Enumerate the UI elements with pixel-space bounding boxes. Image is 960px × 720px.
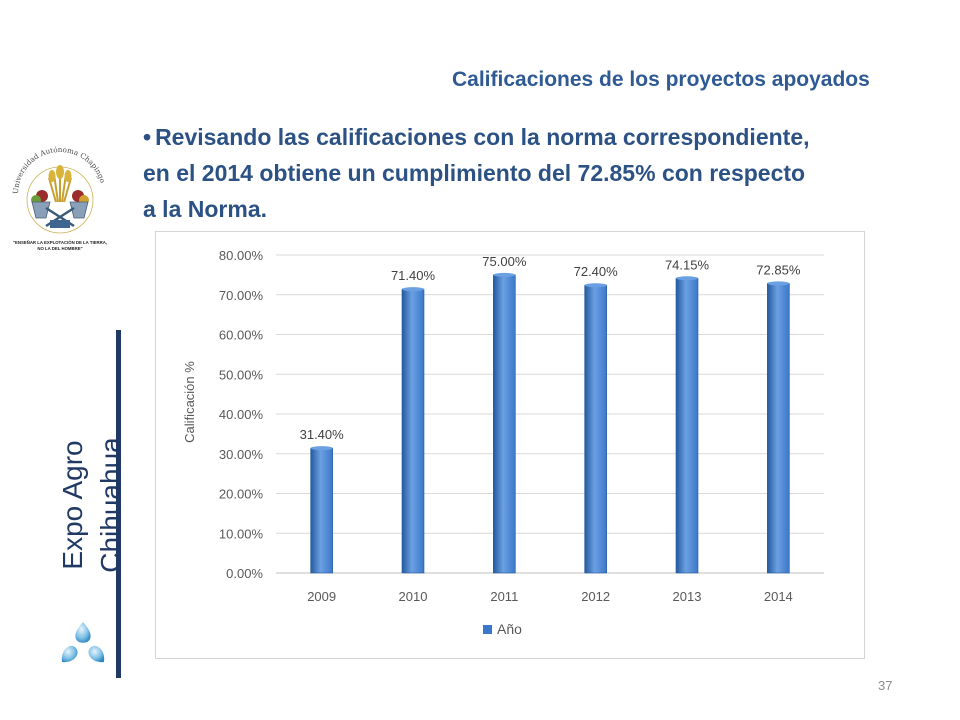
sidebar-title-line-1: Expo Agro xyxy=(57,440,88,570)
bar-2010 xyxy=(401,288,425,574)
bar-2009 xyxy=(310,447,333,574)
bar-cap xyxy=(402,287,424,292)
chart-frame: 0.00% 10.00% 20.00% 30.00% 40.00% 50.00% 60.00… xyxy=(155,231,865,659)
data-label: 72.40% xyxy=(574,264,619,279)
x-axis-ticks: 2009 2010 2011 2012 2013 2014 xyxy=(307,589,793,604)
data-label: 74.15% xyxy=(665,257,710,272)
bar-chart: 0.00% 10.00% 20.00% 30.00% 40.00% 50.00% 60.00… xyxy=(182,248,824,637)
bullet-line-3: a la Norma. xyxy=(143,196,267,222)
bar-cap xyxy=(310,446,333,451)
data-label: 31.40% xyxy=(300,427,345,442)
bar-cap xyxy=(584,283,607,288)
y-tick-label: 30.00% xyxy=(219,447,264,462)
y-axis-label: Calificación % xyxy=(182,361,197,443)
legend-label: Año xyxy=(497,621,522,637)
y-axis-ticks: 0.00% 10.00% 20.00% 30.00% 40.00% 50.00% 60.00… xyxy=(219,248,264,581)
y-tick-label: 40.00% xyxy=(219,407,264,422)
data-labels: 31.40% 71.40% 75.00% 72.40% 74.15% 72.85% xyxy=(300,254,801,442)
sidebar-title-line-2: Chihuahua xyxy=(95,437,126,573)
y-tick-label: 80.00% xyxy=(219,248,264,263)
x-tick-label: 2011 xyxy=(490,589,518,604)
gridlines xyxy=(276,254,824,574)
bullet-text: • Revisando las calificaciones con la nor… xyxy=(143,119,955,227)
data-label: 71.40% xyxy=(391,268,436,283)
bullet-marker: • xyxy=(143,124,152,150)
slide-title: Calificaciones de los proyectos apoyados xyxy=(452,68,870,91)
university-seal-icon: Universidad Autónoma Chapingo "ENSEÑAR L… xyxy=(11,145,107,251)
legend-swatch-icon xyxy=(483,625,492,634)
sidebar-divider xyxy=(116,330,121,678)
bar-cap xyxy=(493,272,516,277)
logo-motto-1: "ENSEÑAR LA EXPLOTACIÓN DE LA TIERRA, xyxy=(13,240,107,245)
x-tick-label: 2010 xyxy=(399,589,428,604)
data-label: 75.00% xyxy=(482,254,527,269)
bar-cap xyxy=(676,276,698,281)
y-tick-label: 50.00% xyxy=(219,367,264,382)
logo-motto-2: NO LA DEL HOMBRE" xyxy=(37,246,82,251)
y-tick-label: 20.00% xyxy=(219,487,264,502)
x-tick-label: 2009 xyxy=(307,589,336,604)
bar-2012 xyxy=(584,284,607,574)
y-tick-label: 0.00% xyxy=(226,566,263,581)
bullet-line-2: en el 2014 obtiene un cumplimiento del 7… xyxy=(143,160,806,186)
page-number: 37 xyxy=(878,678,893,693)
bars xyxy=(310,272,790,574)
bullet-line-1: • Revisando las calificaciones con la nor… xyxy=(143,124,810,150)
y-tick-label: 70.00% xyxy=(219,288,264,303)
bar-2013 xyxy=(675,277,699,574)
x-tick-label: 2014 xyxy=(764,589,793,604)
x-tick-label: 2013 xyxy=(673,589,702,604)
bar-2011 xyxy=(493,274,516,574)
data-label: 72.85% xyxy=(756,262,801,277)
water-drops-icon xyxy=(61,622,105,663)
x-tick-label: 2012 xyxy=(581,589,610,604)
bar-cap xyxy=(767,281,790,286)
y-tick-label: 10.00% xyxy=(219,526,264,541)
bar-2014 xyxy=(767,283,790,574)
y-tick-label: 60.00% xyxy=(219,328,264,343)
